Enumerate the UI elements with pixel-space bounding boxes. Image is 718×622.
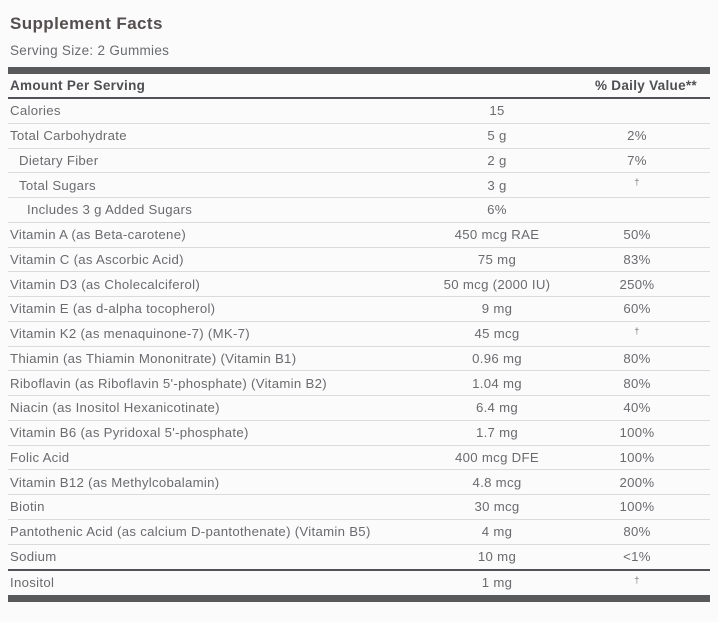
- bottom-divider-bar: [8, 595, 710, 602]
- row-label: Folic Acid: [10, 449, 70, 465]
- table-row: Thiamin (as Thiamin Mononitrate) (Vitami…: [8, 347, 710, 372]
- table-row: Folic Acid 400 mcg DFE 100%: [8, 446, 710, 471]
- row-amount: 4 mg: [481, 524, 513, 540]
- amount-per-serving-header: Amount Per Serving: [10, 78, 146, 93]
- table-row: Includes 3 g Added Sugars 6%: [8, 198, 710, 223]
- daily-value-header: % Daily Value**: [594, 78, 697, 93]
- row-label: Dietary Fiber: [19, 152, 99, 168]
- row-amount: 2 g: [487, 152, 507, 168]
- row-amount: 0.96 mg: [472, 350, 522, 366]
- row-label: Total Carbohydrate: [10, 128, 127, 144]
- row-daily-value: †: [564, 574, 710, 588]
- row-daily-value: 100%: [619, 425, 655, 441]
- row-daily-value: 80%: [623, 524, 651, 540]
- table-row: Riboflavin (as Riboflavin 5'-phosphate) …: [8, 371, 710, 396]
- table-row: Vitamin A (as Beta-carotene) 450 mcg RAE 5…: [8, 223, 710, 248]
- table-row: Vitamin E (as d-alpha tocopherol) 9 mg 60%: [8, 297, 710, 322]
- row-amount: 6%: [487, 202, 507, 218]
- row-daily-value: 2%: [627, 128, 647, 144]
- row-amount: 1.7 mg: [475, 425, 519, 441]
- table-row: Sodium 10 mg <1%: [8, 545, 710, 570]
- serving-size-text: Serving Size: 2 Gummies: [10, 43, 170, 58]
- row-daily-value: 80%: [623, 350, 651, 366]
- row-label: Inositol: [10, 575, 55, 591]
- row-daily-value: 60%: [623, 301, 651, 317]
- row-daily-value: 200%: [619, 474, 655, 490]
- dagger-footnote-mark: †: [634, 325, 640, 336]
- row-label: Total Sugars: [19, 177, 96, 193]
- row-daily-value: †: [564, 325, 710, 339]
- panel-title: Supplement Facts: [10, 14, 163, 33]
- table-row: Niacin (as Inositol Hexanicotinate) 6.4 m…: [8, 396, 710, 421]
- row-amount: 3 g: [487, 177, 507, 193]
- row-daily-value: <1%: [623, 549, 651, 565]
- row-daily-value: 100%: [619, 449, 655, 465]
- row-amount: 450 mcg RAE: [454, 227, 540, 243]
- table-row: Vitamin C (as Ascorbic Acid) 75 mg 83%: [8, 248, 710, 273]
- row-amount: 30 mcg: [474, 499, 520, 515]
- dagger-footnote-mark: †: [634, 177, 640, 188]
- row-amount: 1.04 mg: [472, 375, 522, 391]
- table-row: Biotin 30 mcg 100%: [8, 495, 710, 520]
- row-label: Vitamin D3 (as Cholecalciferol): [10, 276, 201, 292]
- row-daily-value: 83%: [623, 251, 651, 267]
- row-daily-value: 100%: [619, 499, 655, 515]
- row-label: Vitamin K2 (as menaquinone-7) (MK-7): [10, 326, 250, 342]
- table-body: Calories 15 Total Carbohydrate 5 g 2% Dietary…: [8, 99, 710, 594]
- row-amount: 1 mg: [481, 575, 513, 591]
- row-label: Calories: [10, 103, 61, 119]
- dagger-footnote-mark: †: [634, 574, 640, 585]
- row-amount: 9 mg: [481, 301, 513, 317]
- table-row: Inositol 1 mg †: [8, 569, 710, 594]
- table-row: Vitamin B6 (as Pyridoxal 5'-phosphate) 1.…: [8, 421, 710, 446]
- row-amount: 4.8 mcg: [472, 474, 522, 490]
- row-daily-value: 80%: [623, 375, 651, 391]
- row-amount: 75 mg: [477, 251, 517, 267]
- row-amount: 45 mcg: [474, 326, 520, 342]
- row-label: Vitamin A (as Beta-carotene): [10, 227, 187, 243]
- table-header-row: Amount Per Serving % Daily Value**: [8, 74, 710, 99]
- row-label: Sodium: [10, 549, 57, 565]
- row-label: Riboflavin (as Riboflavin 5'-phosphate) …: [10, 375, 327, 391]
- row-amount: 15: [489, 103, 505, 119]
- row-amount: 50 mcg (2000 IU): [443, 276, 551, 292]
- row-amount: 400 mcg DFE: [455, 449, 539, 465]
- table-row: Total Sugars 3 g †: [8, 173, 710, 198]
- row-label: Biotin: [10, 499, 45, 515]
- table-row: Total Carbohydrate 5 g 2%: [8, 124, 710, 149]
- row-daily-value: †: [564, 177, 710, 190]
- row-daily-value: 40%: [623, 400, 651, 416]
- table-row: Vitamin D3 (as Cholecalciferol) 50 mcg (2…: [8, 272, 710, 297]
- table-row: Calories 15: [8, 99, 710, 124]
- top-divider-bar: [8, 67, 710, 74]
- row-label: Includes 3 g Added Sugars: [27, 202, 193, 218]
- row-amount: 10 mg: [477, 549, 517, 565]
- row-amount: 5 g: [487, 128, 507, 144]
- table-row: Dietary Fiber 2 g 7%: [8, 149, 710, 174]
- table-row: Vitamin B12 (as Methylcobalamin) 4.8 mcg 2…: [8, 470, 710, 495]
- row-label: Pantothenic Acid (as calcium D-pantothen…: [10, 524, 371, 540]
- row-label: Vitamin B12 (as Methylcobalamin): [10, 474, 220, 490]
- row-label: Vitamin E (as d-alpha tocopherol): [10, 301, 216, 317]
- row-label: Niacin (as Inositol Hexanicotinate): [10, 400, 220, 416]
- supplement-facts-panel: Supplement Facts Serving Size: 2 Gummies…: [0, 14, 718, 602]
- facts-table: Amount Per Serving % Daily Value** Calor…: [8, 67, 710, 602]
- row-daily-value: 50%: [623, 227, 651, 243]
- row-daily-value: 7%: [627, 152, 647, 168]
- row-label: Vitamin C (as Ascorbic Acid): [10, 251, 184, 267]
- row-label: Thiamin (as Thiamin Mononitrate) (Vitami…: [10, 350, 297, 366]
- table-row: Pantothenic Acid (as calcium D-pantothen…: [8, 520, 710, 545]
- table-row: Vitamin K2 (as menaquinone-7) (MK-7) 45 m…: [8, 322, 710, 347]
- row-daily-value: 250%: [619, 276, 655, 292]
- row-amount: 6.4 mg: [475, 400, 519, 416]
- row-label: Vitamin B6 (as Pyridoxal 5'-phosphate): [10, 425, 249, 441]
